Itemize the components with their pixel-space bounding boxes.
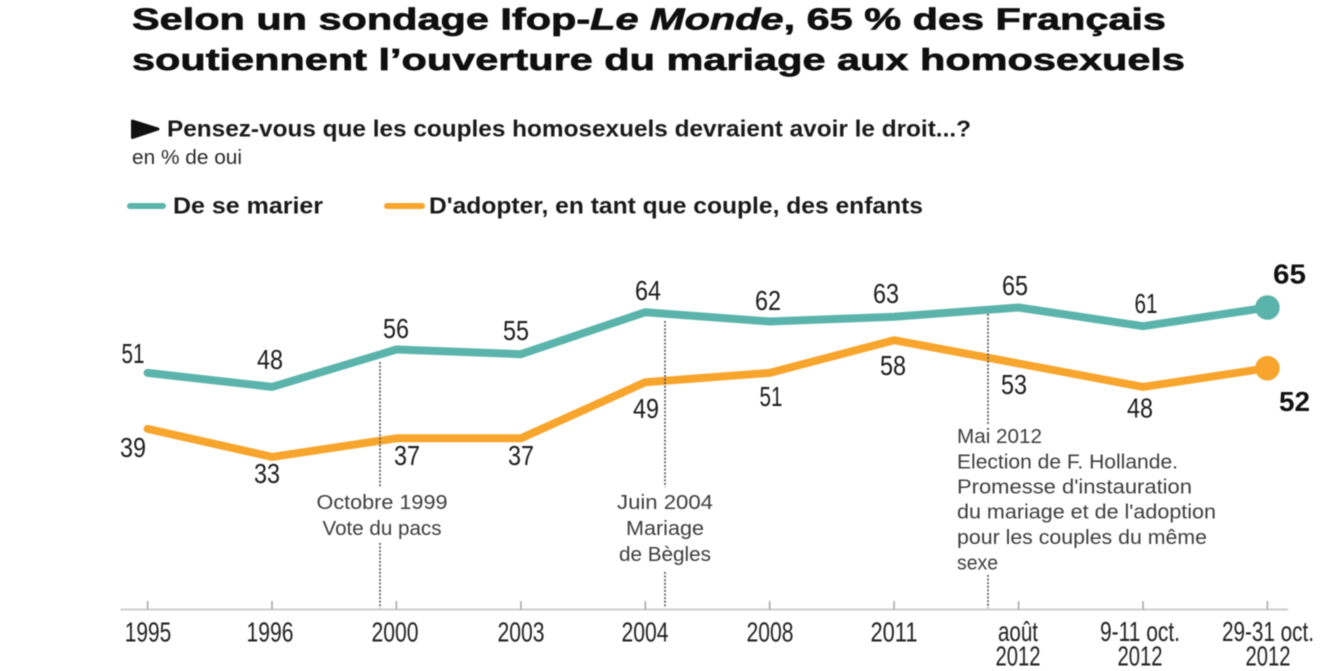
svg-text:56: 56 [383, 313, 409, 344]
svg-text:2012: 2012 [1246, 640, 1291, 671]
svg-text:2000: 2000 [372, 617, 419, 648]
svg-text:49: 49 [633, 393, 659, 424]
svg-text:Juin 2004: Juin 2004 [617, 492, 713, 514]
svg-text:48: 48 [1127, 393, 1153, 424]
svg-text:2003: 2003 [498, 617, 545, 648]
svg-text:53: 53 [1001, 369, 1027, 400]
svg-text:2008: 2008 [747, 617, 794, 648]
svg-text:Mai 2012: Mai 2012 [957, 426, 1042, 448]
svg-text:51: 51 [760, 381, 783, 412]
svg-text:55: 55 [503, 315, 529, 346]
svg-text:Election de F. Hollande.: Election de F. Hollande. [957, 452, 1178, 474]
svg-text:pour les couples du même: pour les couples du même [957, 527, 1207, 549]
svg-text:soutiennent l’ouverture du mar: soutiennent l’ouverture du mariage aux h… [132, 42, 1185, 77]
svg-text:D'adopter, en tant que couple,: D'adopter, en tant que couple, des enfan… [429, 193, 923, 219]
svg-text:37: 37 [508, 440, 534, 471]
svg-text:52: 52 [1279, 386, 1310, 417]
svg-text:2011: 2011 [871, 617, 918, 648]
svg-text:62: 62 [755, 285, 781, 316]
svg-text:61: 61 [1135, 288, 1158, 319]
svg-text:Vote du pacs: Vote du pacs [323, 518, 442, 540]
svg-text:1996: 1996 [247, 617, 294, 648]
svg-text:en % de oui: en % de oui [132, 147, 242, 169]
svg-text:29-31 oct.: 29-31 oct. [1222, 616, 1314, 647]
svg-text:1995: 1995 [125, 617, 172, 648]
svg-text:août: août [998, 616, 1038, 647]
svg-text:Pensez-vous que les couples ho: Pensez-vous que les couples homosexuels … [167, 116, 971, 142]
svg-text:65: 65 [1273, 258, 1306, 289]
svg-text:Selon un sondage Ifop-Le Monde: Selon un sondage Ifop- Le Monde, 65 % des… [132, 2, 1166, 37]
svg-text:sexe: sexe [957, 552, 998, 574]
svg-text:2012: 2012 [996, 640, 1041, 671]
svg-text:63: 63 [873, 278, 899, 309]
svg-text:58: 58 [880, 350, 906, 381]
svg-text:33: 33 [254, 458, 280, 489]
svg-text:39: 39 [120, 432, 146, 463]
svg-text:Promesse d'instauration: Promesse d'instauration [957, 477, 1192, 499]
svg-text:de Bègles: de Bègles [619, 544, 711, 566]
svg-text:37: 37 [394, 440, 420, 471]
svg-text:2012: 2012 [1118, 640, 1163, 671]
svg-text:Mariage: Mariage [626, 518, 704, 540]
svg-text:Octobre 1999: Octobre 1999 [317, 492, 448, 514]
svg-text:65: 65 [1002, 270, 1028, 301]
svg-text:9-11 oct.: 9-11 oct. [1100, 616, 1180, 647]
svg-text:48: 48 [257, 344, 283, 375]
svg-text:51: 51 [122, 338, 145, 369]
svg-text:64: 64 [635, 275, 661, 306]
svg-text:du mariage et de l'adoption: du mariage et de l'adoption [957, 502, 1216, 524]
svg-text:2004: 2004 [622, 617, 669, 648]
svg-text:De se marier: De se marier [173, 193, 323, 219]
